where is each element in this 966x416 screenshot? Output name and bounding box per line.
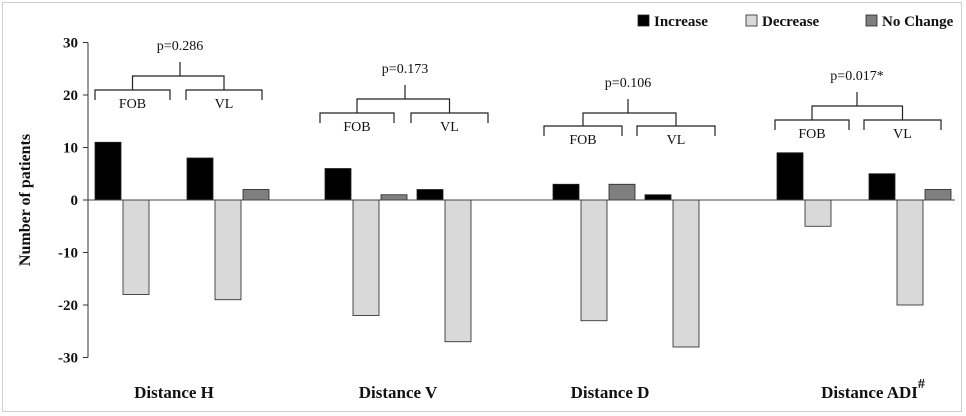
p-value-label: p=0.106 <box>605 76 651 91</box>
group-label: VL <box>667 133 686 148</box>
y-tick-label: 20 <box>63 88 78 104</box>
group-label: FOB <box>343 120 370 135</box>
bar-increase <box>776 152 804 201</box>
category-label: Distance ADI# <box>821 377 925 402</box>
group-label: VL <box>893 127 912 142</box>
bar-decrease <box>122 199 150 295</box>
legend-swatch <box>865 14 878 27</box>
bar-no-change <box>242 189 270 201</box>
category-superscript: # <box>918 377 925 392</box>
bar-increase <box>416 189 444 201</box>
group-label: VL <box>215 97 234 112</box>
legend-swatch <box>637 14 650 27</box>
group-label: VL <box>440 120 459 135</box>
group-label: FOB <box>798 127 825 142</box>
category-label: Distance H <box>134 383 214 402</box>
group-label: FOB <box>119 97 146 112</box>
y-tick-label: 0 <box>71 193 79 209</box>
p-value-label: p=0.173 <box>382 62 428 77</box>
bar-increase <box>186 157 214 201</box>
legend-label: No Change <box>882 14 954 30</box>
bar-decrease <box>804 199 832 227</box>
comparison-bracket <box>131 75 225 90</box>
comparison-bracket <box>811 105 904 120</box>
y-tick-label: 10 <box>63 141 78 157</box>
bar-increase <box>644 194 672 201</box>
bar-increase <box>868 173 896 201</box>
bar-no-change <box>380 194 408 201</box>
y-axis-label: Number of patients <box>17 134 34 266</box>
bar-increase <box>552 183 580 201</box>
chart-frame <box>2 2 962 412</box>
group-label: FOB <box>569 133 596 148</box>
bar-no-change <box>924 189 952 201</box>
bar-increase <box>94 141 122 201</box>
bar-decrease <box>214 199 242 301</box>
category-label: Distance V <box>359 383 438 402</box>
bar-no-change <box>608 183 636 201</box>
y-tick-label: -10 <box>58 246 78 262</box>
bar-increase <box>324 168 352 201</box>
bar-decrease <box>580 199 608 322</box>
p-value-label: p=0.286 <box>157 39 203 54</box>
y-tick-label: -30 <box>58 351 78 367</box>
bar-decrease <box>352 199 380 316</box>
legend-label: Decrease <box>762 14 820 30</box>
category-label: Distance D <box>571 383 650 402</box>
comparison-bracket <box>582 112 677 126</box>
bar-decrease <box>444 199 472 343</box>
comparison-bracket <box>356 98 451 113</box>
y-tick-label: 30 <box>63 36 78 52</box>
bar-decrease <box>896 199 924 306</box>
p-value-label: p=0.017* <box>830 69 883 84</box>
y-tick-label: -20 <box>58 298 78 314</box>
legend-swatch <box>745 14 758 27</box>
bar-decrease <box>672 199 700 348</box>
legend-label: Increase <box>654 14 708 30</box>
